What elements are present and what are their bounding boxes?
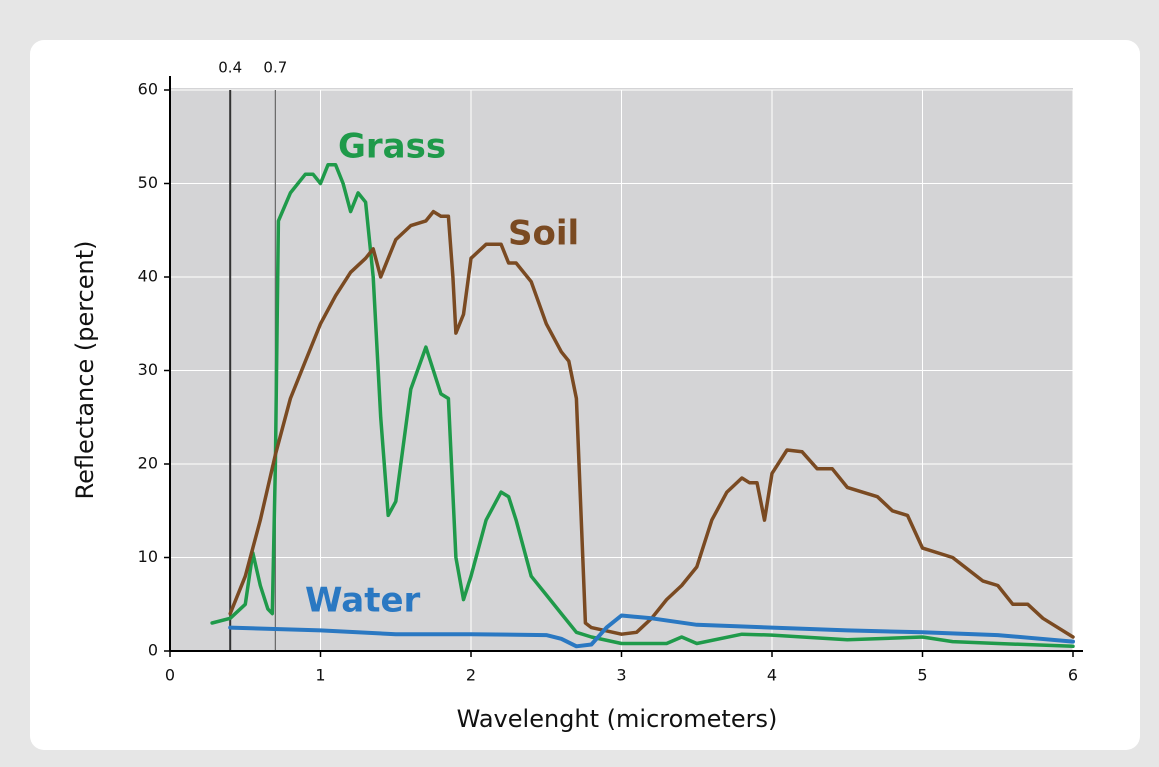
x-tick-label: 2	[466, 666, 476, 685]
x-tick-label: 0	[165, 666, 175, 685]
x-axis-label: Wavelenght (micrometers)	[457, 705, 778, 733]
y-tick-label: 10	[138, 547, 158, 566]
y-tick-label: 30	[138, 360, 158, 379]
x-tick-label: 4	[767, 666, 777, 685]
y-axis-label: Reflectance (percent)	[71, 240, 99, 499]
x-tick-label: 3	[616, 666, 626, 685]
series-line	[210, 163, 1075, 649]
series-line	[228, 209, 1075, 639]
series-label: Water	[305, 581, 421, 621]
series-label: Grass	[338, 127, 446, 167]
series-label: Soil	[508, 214, 579, 254]
y-tick-label: 40	[138, 267, 158, 286]
y-tick-label: 20	[138, 454, 158, 473]
marker-label: 0.4	[218, 59, 242, 77]
y-tick-label: 60	[138, 80, 158, 99]
y-tick-label: 50	[138, 173, 158, 192]
x-tick-label: 1	[315, 666, 325, 685]
marker-label: 0.7	[263, 59, 287, 77]
x-tick-label: 6	[1068, 666, 1078, 685]
y-tick-label: 0	[148, 641, 158, 660]
x-tick-label: 5	[917, 666, 927, 685]
series-line	[228, 613, 1075, 649]
